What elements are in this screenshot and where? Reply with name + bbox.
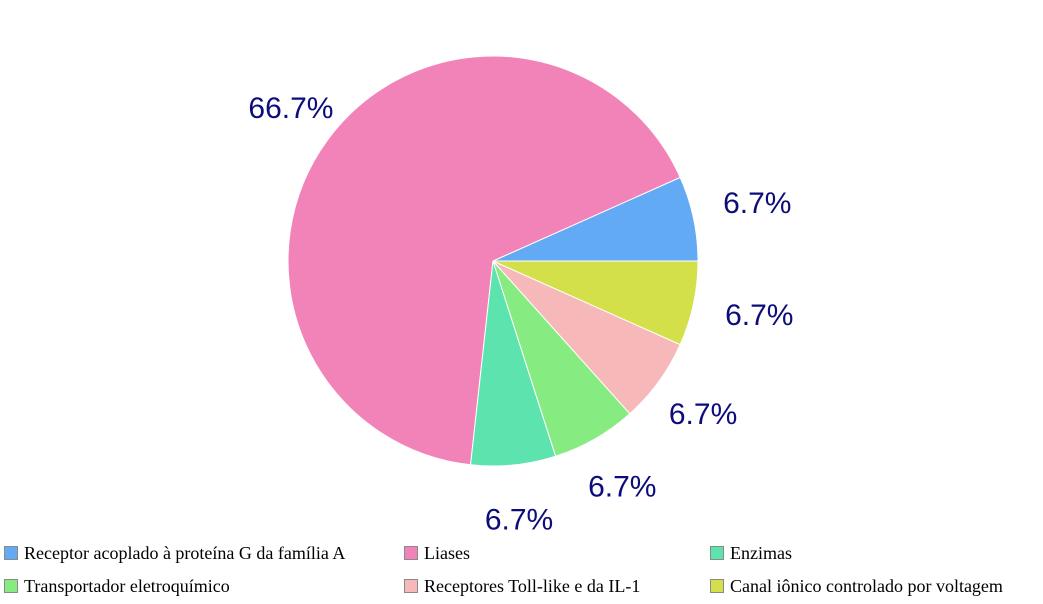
slice-data-label-6: 6.7%	[725, 299, 793, 332]
slice-data-label-4: 6.7%	[588, 471, 656, 504]
slice-data-label-5: 6.7%	[669, 398, 737, 431]
legend-swatch	[710, 546, 724, 560]
legend-item-transportador: Transportador eletroquímico	[4, 573, 230, 599]
legend-label: Canal iônico controlado por voltagem	[730, 575, 1003, 596]
legend-label: Transportador eletroquímico	[24, 575, 230, 596]
legend-item-toll-like: Receptores Toll-like e da IL-1	[404, 573, 640, 599]
legend-label: Receptor acoplado à proteína G da famíli…	[24, 542, 346, 563]
legend-item-canal-ionico: Canal iônico controlado por voltagem	[710, 573, 1003, 599]
legend-item-liases: Liases	[404, 540, 470, 566]
legend-swatch	[404, 579, 418, 593]
pie-slice-2	[287, 55, 681, 466]
legend-label: Enzimas	[730, 542, 792, 563]
chart-legend: Receptor acoplado à proteína G da famíli…	[4, 540, 1040, 604]
legend-label: Receptores Toll-like e da IL-1	[424, 575, 641, 596]
legend-swatch	[4, 579, 18, 593]
legend-swatch	[710, 579, 724, 593]
pie-chart-svg: 6.7% 66.7% 6.7% 6.7% 6.7% 6.7%	[248, 55, 793, 537]
slice-data-label-1: 6.7%	[723, 187, 791, 220]
legend-item-receptor-gpcr: Receptor acoplado à proteína G da famíli…	[4, 540, 345, 566]
slice-data-label-2: 66.7%	[248, 92, 333, 125]
legend-swatch	[4, 546, 18, 560]
legend-swatch	[404, 546, 418, 560]
slice-data-label-3: 6.7%	[485, 504, 553, 537]
legend-label: Liases	[424, 542, 470, 563]
legend-item-enzimas: Enzimas	[710, 540, 792, 566]
pie-slice-6	[492, 260, 699, 346]
